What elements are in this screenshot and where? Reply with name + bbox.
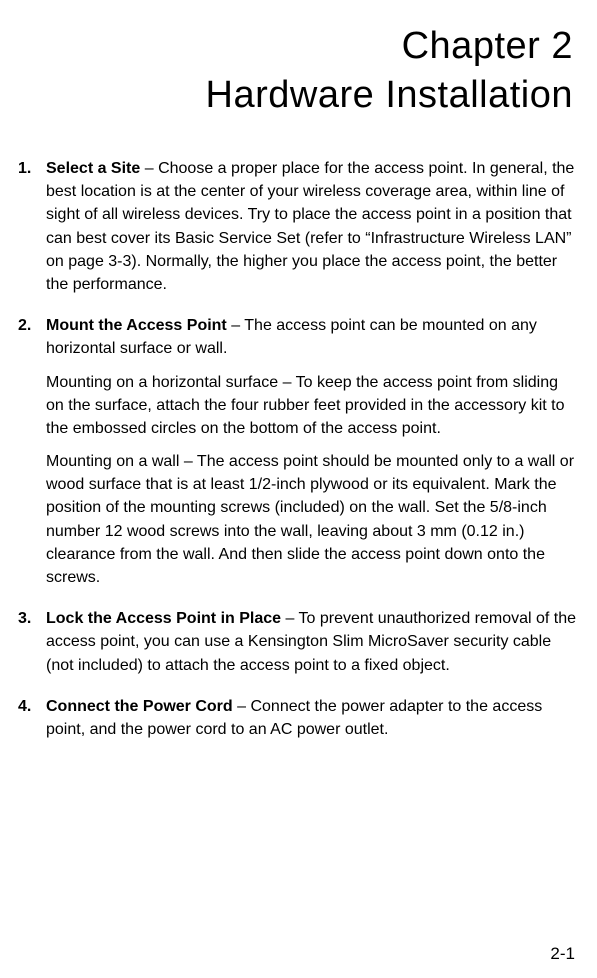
step-item: 2. Mount the Access Point – The access p…: [18, 314, 579, 589]
page-number: 2-1: [550, 944, 575, 964]
step-title: Lock the Access Point in Place: [46, 610, 281, 627]
step-subparagraph: Mounting on a horizontal surface – To ke…: [46, 371, 579, 441]
step-title: Connect the Power Cord: [46, 698, 233, 715]
chapter-number: Chapter 2: [18, 25, 573, 68]
step-number: 4.: [18, 695, 46, 741]
step-body: Mount the Access Point – The access poin…: [46, 314, 579, 589]
step-lead-text: – Choose a proper place for the access p…: [46, 160, 574, 293]
steps-list: 1. Select a Site – Choose a proper place…: [18, 157, 579, 741]
step-title: Select a Site: [46, 160, 140, 177]
step-body: Connect the Power Cord – Connect the pow…: [46, 695, 579, 741]
step-body: Lock the Access Point in Place – To prev…: [46, 607, 579, 677]
step-title: Mount the Access Point: [46, 317, 227, 334]
step-item: 3. Lock the Access Point in Place – To p…: [18, 607, 579, 677]
step-item: 4. Connect the Power Cord – Connect the …: [18, 695, 579, 741]
document-page: Chapter 2 Hardware Installation 1. Selec…: [0, 0, 597, 978]
step-subparagraph: Mounting on a wall – The access point sh…: [46, 450, 579, 589]
step-number: 3.: [18, 607, 46, 677]
chapter-title: Hardware Installation: [18, 74, 573, 117]
step-number: 2.: [18, 314, 46, 589]
step-item: 1. Select a Site – Choose a proper place…: [18, 157, 579, 296]
step-body: Select a Site – Choose a proper place fo…: [46, 157, 579, 296]
step-number: 1.: [18, 157, 46, 296]
